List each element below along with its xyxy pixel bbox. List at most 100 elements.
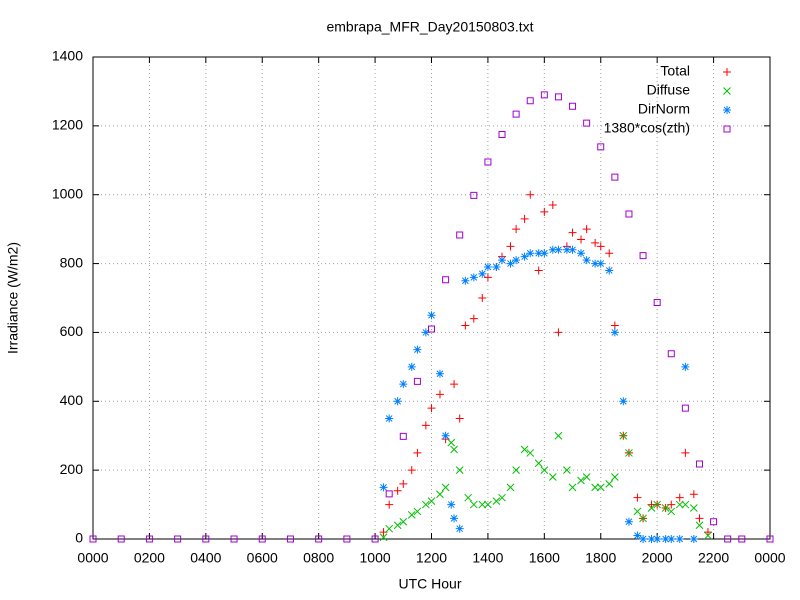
data-point — [534, 249, 543, 258]
data-point — [681, 404, 689, 412]
data-point — [174, 535, 182, 543]
data-point — [435, 369, 444, 378]
data-point — [703, 528, 712, 537]
x-tick-label: 2200 — [698, 550, 729, 566]
data-point — [554, 328, 563, 337]
data-point — [399, 517, 408, 526]
x-tick-label: 0400 — [190, 550, 221, 566]
data-point — [89, 535, 97, 543]
data-point — [695, 521, 704, 530]
data-point — [554, 245, 563, 254]
data-point — [624, 517, 633, 526]
data-point — [710, 518, 718, 526]
data-point — [653, 298, 661, 306]
data-point — [258, 535, 266, 543]
data-point — [738, 535, 746, 543]
data-point — [675, 500, 684, 509]
data-point — [605, 266, 614, 275]
data-point — [633, 493, 642, 502]
data-point — [639, 535, 648, 543]
data-point — [422, 500, 430, 509]
data-point — [611, 173, 619, 181]
data-point — [667, 507, 676, 516]
data-point — [583, 119, 591, 127]
data-point — [441, 431, 450, 440]
data-point — [667, 350, 675, 358]
data-point — [498, 256, 507, 265]
data-point — [413, 345, 422, 354]
data-point — [413, 377, 421, 385]
data-point — [562, 245, 571, 254]
data-point — [399, 479, 408, 488]
y-tick-label: 1000 — [52, 185, 83, 201]
legend-marker — [723, 106, 731, 114]
data-point — [286, 535, 294, 543]
data-point — [667, 535, 676, 543]
data-point — [469, 500, 478, 509]
x-tick-label: 0200 — [134, 550, 165, 566]
data-point — [610, 328, 619, 337]
data-point — [450, 380, 459, 389]
data-point — [681, 500, 690, 509]
data-point — [534, 266, 543, 275]
data-point — [520, 214, 529, 223]
legend-label: 1380*cos(zth) — [604, 120, 690, 136]
data-point — [619, 431, 628, 440]
data-point — [506, 483, 515, 492]
data-point — [625, 210, 633, 218]
data-point — [520, 445, 529, 454]
y-tick-label: 0 — [75, 530, 83, 546]
data-point — [315, 535, 323, 543]
data-point — [456, 231, 464, 239]
data-point — [582, 473, 591, 481]
data-point — [427, 404, 436, 413]
data-point — [605, 480, 614, 488]
data-point — [569, 102, 577, 110]
data-point — [596, 242, 605, 251]
data-point — [689, 490, 698, 499]
data-point — [596, 259, 605, 268]
data-point — [202, 535, 210, 543]
data-point — [526, 449, 535, 457]
data-point — [407, 362, 416, 371]
data-point — [625, 449, 633, 457]
data-point — [661, 504, 670, 512]
data-point — [435, 390, 444, 399]
x-axis-label: UTC Hour — [398, 576, 461, 592]
data-point — [639, 514, 647, 523]
data-point — [647, 504, 656, 512]
data-point — [675, 535, 684, 543]
data-point — [393, 397, 402, 406]
legend-label: Total — [660, 63, 690, 79]
data-point — [591, 483, 599, 492]
data-point — [554, 431, 563, 440]
x-tick-label: 1400 — [472, 550, 503, 566]
data-point — [661, 535, 670, 543]
data-point — [427, 311, 436, 320]
data-point — [591, 238, 600, 247]
data-point — [582, 256, 591, 265]
x-tick-label: 0000 — [754, 550, 785, 566]
data-point — [461, 276, 470, 285]
data-point — [582, 225, 591, 234]
data-point — [230, 535, 238, 543]
data-point — [407, 466, 416, 475]
data-point — [436, 490, 444, 499]
data-point — [520, 252, 529, 261]
data-point — [447, 500, 456, 509]
data-point — [441, 483, 450, 492]
data-point — [597, 143, 605, 151]
data-point — [484, 500, 492, 509]
data-point — [478, 294, 487, 302]
data-point — [611, 473, 619, 481]
data-point — [689, 504, 698, 512]
data-point — [647, 535, 656, 543]
data-point — [548, 245, 557, 254]
data-point — [492, 263, 501, 272]
data-point — [393, 521, 402, 530]
data-point — [492, 497, 501, 505]
data-point — [470, 191, 478, 199]
data-point — [526, 97, 534, 105]
data-point — [563, 466, 571, 474]
